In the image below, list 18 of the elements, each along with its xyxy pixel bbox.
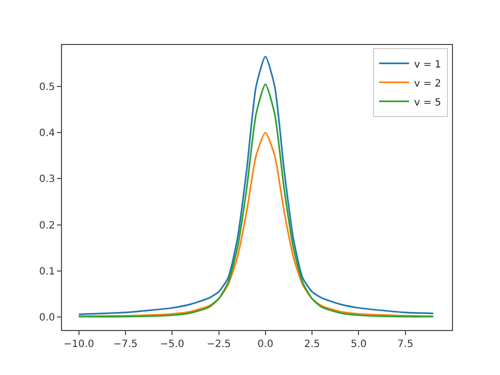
y-tick-label: 0.5 — [39, 82, 55, 93]
y-tick-label: 0.2 — [39, 220, 55, 232]
x-tick-label: −10.0 — [63, 339, 94, 350]
x-tick-label: −7.5 — [113, 339, 138, 350]
y-tick-label: 0.4 — [39, 128, 55, 140]
x-tick-label: 2.5 — [304, 339, 320, 350]
x-tick-label: 7.5 — [397, 339, 414, 350]
x-tick-label: 0.0 — [257, 339, 274, 350]
y-tick-label: 0.0 — [39, 312, 55, 324]
x-tick-label: −5.0 — [160, 339, 184, 350]
line-series — [78, 132, 434, 317]
y-tick-label: 0.1 — [39, 266, 55, 278]
x-tick-label: −2.5 — [206, 339, 231, 350]
y-tick-label: 0.3 — [39, 174, 55, 186]
x-tick-label: 5.0 — [350, 339, 367, 350]
legend-label: v = 2 — [414, 78, 442, 90]
legend-label: v = 5 — [414, 97, 442, 108]
legend-label: v = 1 — [414, 59, 442, 70]
